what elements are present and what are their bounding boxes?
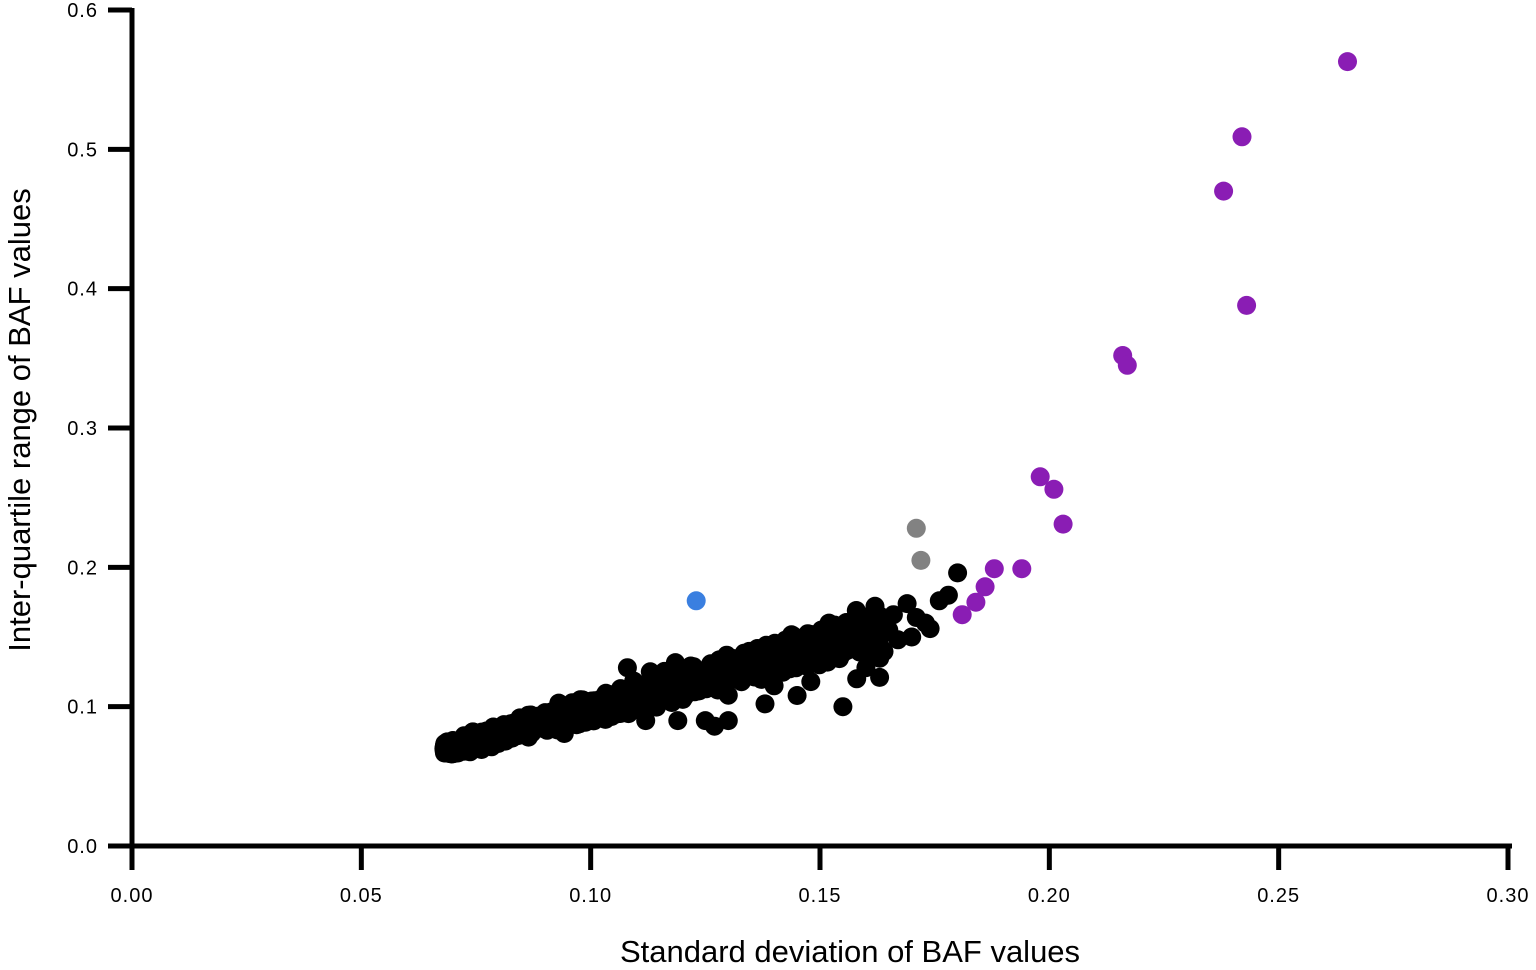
scatter-point-1548 xyxy=(1012,559,1032,579)
scatter-point-1529 xyxy=(682,659,702,679)
scatter-point-1495 xyxy=(557,710,577,730)
ticks-layer: 0.00 0.05 0.10 0.15 0.20 0.25 0.30 0.0 0.1 0.2 0.3… xyxy=(67,0,1530,907)
scatter-point-1500 xyxy=(865,596,885,616)
scatter-point-1488 xyxy=(502,721,522,741)
scatter-point-1438 xyxy=(745,665,765,685)
scatter-point-1484 xyxy=(665,684,685,704)
y-tick-label-6: 0.6 xyxy=(67,0,98,22)
y-tick-label-0: 0.0 xyxy=(67,836,98,858)
scatter-point-1526 xyxy=(636,711,656,731)
scatter-point-1550 xyxy=(966,592,986,612)
scatter-point-1539 xyxy=(1232,127,1252,147)
x-tick-label-5: 0.25 xyxy=(1257,885,1300,907)
x-axis-label: Standard deviation of BAF values xyxy=(620,934,1080,969)
scatter-point-1551 xyxy=(952,605,972,625)
scatter-point-1549 xyxy=(975,577,995,597)
scatter-point-1460 xyxy=(573,701,593,721)
scatter-point-1520 xyxy=(764,676,784,696)
scatter-point-1476 xyxy=(454,735,474,755)
scatter-point-1501 xyxy=(883,605,903,625)
scatter-point-1511 xyxy=(847,669,867,689)
scatter-point-1530 xyxy=(727,652,747,672)
scatter-point-1533 xyxy=(810,627,830,647)
scatter-point-1541 xyxy=(1237,295,1257,315)
scatter-point-1485 xyxy=(440,734,460,754)
scatter-point-1531 xyxy=(750,648,770,668)
scatter-point-1536 xyxy=(906,518,926,538)
scatter-point-1538 xyxy=(1338,52,1357,72)
y-tick-label-5: 0.5 xyxy=(67,139,98,161)
scatter-point-1544 xyxy=(1030,467,1050,487)
scatter-point-1509 xyxy=(948,563,968,583)
scatter-point-1524 xyxy=(695,711,715,731)
scatter-point-1546 xyxy=(1053,514,1073,534)
scatter-point-1512 xyxy=(870,667,890,687)
points-layer xyxy=(434,52,1357,764)
y-tick-label-4: 0.4 xyxy=(67,279,98,301)
scatter-point-1515 xyxy=(856,641,876,661)
x-tick-label-2: 0.10 xyxy=(569,885,612,907)
scatter-point-1535 xyxy=(686,591,706,611)
x-tick-label-4: 0.20 xyxy=(1028,885,1071,907)
x-tick-label-3: 0.15 xyxy=(799,885,842,907)
scatter-point-1532 xyxy=(778,634,798,654)
scatter-point-1462 xyxy=(614,684,634,704)
scatter-point-1518 xyxy=(787,686,807,705)
x-tick-label-0: 0.00 xyxy=(111,885,154,907)
scatter-point-1517 xyxy=(801,672,821,692)
scatter-point-1540 xyxy=(1214,181,1234,201)
scatter-point-1494 xyxy=(620,700,640,720)
y-tick-label-2: 0.2 xyxy=(67,557,98,579)
scatter-point-1521 xyxy=(833,697,853,717)
axes-layer xyxy=(128,8,1512,850)
scatter-point-1543 xyxy=(1117,355,1137,375)
scatter-point-1528 xyxy=(640,662,660,682)
x-tick-label-1: 0.05 xyxy=(340,885,383,907)
y-tick-label-3: 0.3 xyxy=(67,418,98,440)
scatter-point-1516 xyxy=(819,648,839,668)
scatter-point-1534 xyxy=(833,620,853,640)
scatter-point-1514 xyxy=(879,620,899,640)
scatter-point-1492 xyxy=(605,700,625,719)
scatter-point-1527 xyxy=(617,658,637,678)
x-tick-label-6: 0.30 xyxy=(1487,885,1530,907)
scatter-point-1537 xyxy=(911,550,931,570)
y-tick-label-1: 0.1 xyxy=(67,697,98,719)
y-axis-label: Inter-quartile range of BAF values xyxy=(2,188,37,652)
scatter-point-1486 xyxy=(477,728,497,748)
scatter-point-1506 xyxy=(920,619,940,639)
scatter-point-1547 xyxy=(984,559,1004,579)
scatter-point-1525 xyxy=(668,711,688,731)
scatter-point-1508 xyxy=(938,585,958,605)
scatter-point-1519 xyxy=(755,694,775,714)
scatter-point-1545 xyxy=(1044,479,1064,499)
scatter-point-1502 xyxy=(897,594,917,614)
